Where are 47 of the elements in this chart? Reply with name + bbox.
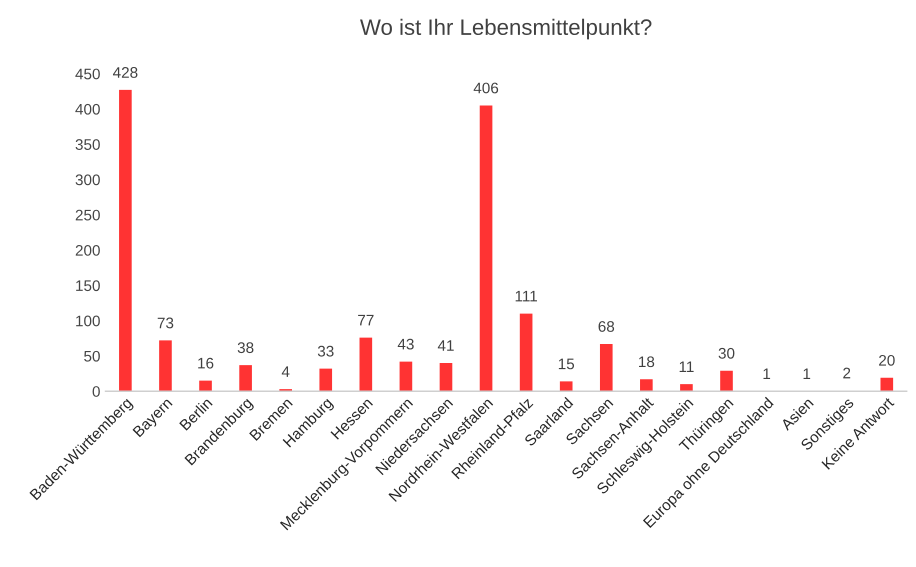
y-tick-label: 200 bbox=[76, 244, 100, 256]
data-label: 1 bbox=[804, 368, 810, 380]
bar bbox=[478, 104, 494, 392]
y-tick-label: 100 bbox=[76, 316, 100, 326]
data-label: 428 bbox=[112, 67, 138, 78]
y-tick-label: 300 bbox=[76, 174, 100, 186]
bar bbox=[638, 378, 654, 392]
y-tick-label: 400 bbox=[75, 104, 100, 115]
data-label: 33 bbox=[318, 346, 334, 357]
data-label: 406 bbox=[474, 82, 498, 94]
data-label: 38 bbox=[238, 342, 254, 354]
bar bbox=[678, 382, 694, 392]
bar bbox=[318, 367, 334, 392]
data-label: 11 bbox=[680, 361, 694, 372]
bar bbox=[358, 336, 374, 392]
bar bbox=[718, 369, 734, 392]
data-label: 73 bbox=[158, 318, 174, 328]
bar bbox=[558, 380, 574, 392]
data-label: 68 bbox=[598, 321, 614, 332]
data-label: 4 bbox=[282, 366, 290, 377]
chart-title: Wo ist Ihr Lebensmittelpunkt? bbox=[360, 18, 652, 40]
data-label: 16 bbox=[198, 358, 214, 369]
bar bbox=[879, 376, 895, 392]
data-label: 41 bbox=[438, 340, 454, 351]
y-tick-label: 150 bbox=[76, 280, 100, 292]
data-label: 15 bbox=[558, 358, 574, 370]
data-label: 30 bbox=[718, 348, 734, 359]
data-label: 2 bbox=[843, 368, 850, 378]
data-label: 43 bbox=[398, 338, 414, 350]
data-label: 20 bbox=[879, 354, 895, 366]
bar bbox=[158, 339, 174, 392]
bar bbox=[518, 312, 534, 392]
bar bbox=[438, 362, 454, 392]
y-tick-label: 50 bbox=[84, 350, 100, 362]
bar bbox=[598, 342, 614, 392]
y-tick-label: 250 bbox=[76, 210, 100, 221]
y-tick-label: 350 bbox=[76, 139, 100, 150]
y-tick-label: 450 bbox=[75, 68, 100, 80]
bar bbox=[398, 360, 414, 392]
data-label: 111 bbox=[516, 290, 537, 302]
bar bbox=[118, 88, 134, 392]
bar bbox=[198, 379, 214, 392]
data-label: 1 bbox=[763, 368, 770, 380]
data-label: 18 bbox=[639, 356, 654, 368]
data-label: 77 bbox=[358, 314, 374, 326]
bar bbox=[238, 364, 254, 392]
y-tick-label: 0 bbox=[92, 386, 100, 397]
